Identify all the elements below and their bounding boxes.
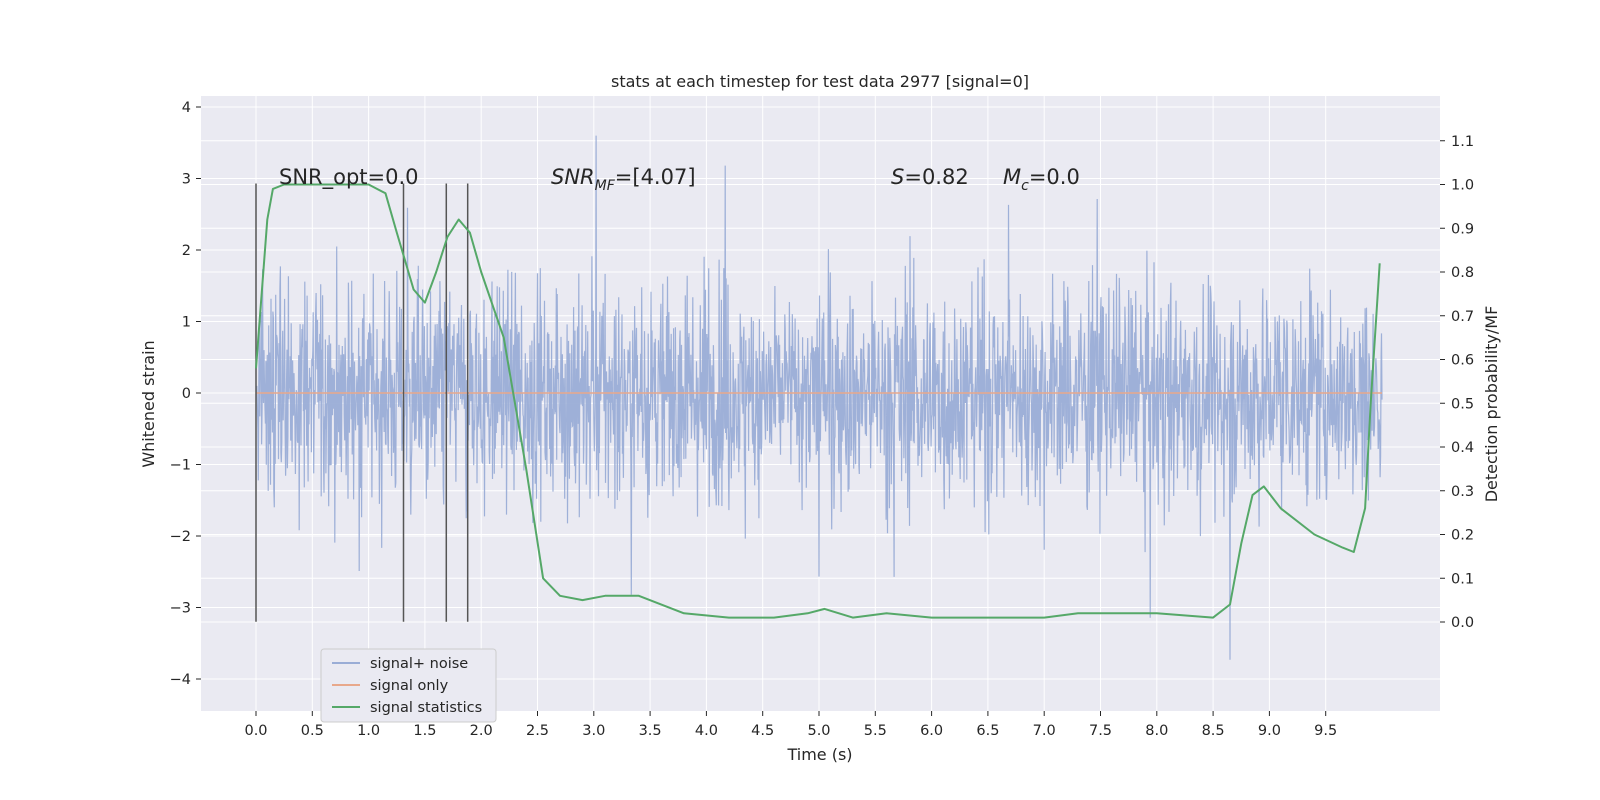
y2-tick-label: 0.1 (1451, 571, 1474, 587)
y-tick-label: 1 (182, 315, 191, 331)
annotation-mc-sub: c (1021, 178, 1029, 194)
y2-tick-label: 0.7 (1451, 309, 1474, 325)
x-tick-label: 6.5 (976, 723, 999, 739)
y2-tick-label: 0.3 (1451, 484, 1474, 500)
x-tick-label: 5.5 (864, 723, 887, 739)
signal-statistics-line (255, 183, 1381, 619)
x-tick-label: 1.5 (413, 723, 436, 739)
y2-axis-label: Detection probability/MF (1482, 306, 1501, 503)
series-signal-statistics (255, 183, 1381, 619)
annotation-snr-mf: SNRMF=[4.07] (551, 165, 696, 194)
annotation-snr-mf-sub: MF (595, 178, 616, 194)
y2-tick-label: 0.5 (1451, 396, 1474, 412)
y-tick-label: 4 (182, 100, 191, 116)
y2-tick-label: 0.2 (1451, 528, 1474, 544)
x-tick-label: 6.0 (920, 723, 943, 739)
annotation-s-value: =0.82 (904, 165, 968, 189)
x-tick-label: 0.5 (301, 723, 324, 739)
legend-label-signal-only: signal only (370, 678, 449, 694)
x-tick-label: 8.5 (1202, 723, 1225, 739)
y-tick-label: −1 (170, 458, 191, 474)
x-tick-label: 0.0 (244, 723, 267, 739)
x-axis-label: Time (s) (786, 745, 852, 764)
series-signal-noise (255, 135, 1383, 660)
x-tick-label: 4.5 (751, 723, 774, 739)
annotation-mc: Mc=0.0 (1003, 165, 1080, 194)
x-tick-label: 3.5 (639, 723, 662, 739)
x-tick-label: 3.0 (582, 723, 605, 739)
legend: signal+ noise signal only signal statist… (320, 648, 497, 723)
x-tick-label: 7.5 (1089, 723, 1112, 739)
annotation-s: S=0.82 (891, 165, 969, 189)
y-axis-label: Whitened strain (139, 340, 158, 467)
y-tick-label: −3 (170, 601, 191, 617)
x-tick-label: 9.0 (1258, 723, 1281, 739)
y-tick-label: −2 (170, 529, 191, 545)
y-tick-label: 2 (182, 243, 191, 259)
legend-box (320, 648, 497, 723)
axis-ticks: 0.0 0.5 1.0 1.5 2.0 2.5 3.0 3.5 4.0 4.5 5.0 5.5 6.0 6… (170, 100, 1474, 739)
x-tick-label: 1.0 (357, 723, 380, 739)
x-tick-label: 2.5 (526, 723, 549, 739)
x-tick-label: 9.5 (1314, 723, 1337, 739)
y2-tick-label: 0.6 (1451, 353, 1474, 369)
y2-tick-label: 0.0 (1451, 615, 1474, 631)
x-tick-label: 4.0 (695, 723, 718, 739)
annotation-mc-main: M (1003, 165, 1021, 189)
x-tick-label: 2.0 (470, 723, 493, 739)
y-tick-label: −4 (170, 672, 191, 688)
y2-tick-label: 1.1 (1451, 134, 1474, 150)
y-tick-label: 3 (182, 172, 191, 188)
annotation-snr-mf-main: SNR (551, 165, 595, 189)
annotation-s-main: S (891, 165, 904, 189)
x-tick-label: 8.0 (1145, 723, 1168, 739)
annotation-snr-mf-value: =[4.07] (615, 165, 696, 189)
legend-label-signal-statistics: signal statistics (370, 700, 482, 716)
signal-noise-line (255, 135, 1383, 660)
legend-label-signal-noise: signal+ noise (370, 656, 468, 672)
y2-tick-label: 0.4 (1451, 440, 1474, 456)
y2-tick-label: 0.8 (1451, 265, 1474, 281)
y2-tick-label: 0.9 (1451, 221, 1474, 237)
x-tick-label: 7.0 (1033, 723, 1056, 739)
vertical-markers (255, 183, 469, 622)
x-tick-label: 5.0 (807, 723, 830, 739)
y-tick-label: 0 (182, 386, 191, 402)
y2-tick-label: 1.0 (1451, 178, 1474, 194)
chart-title: stats at each timestep for test data 297… (611, 72, 1029, 91)
annotation-mc-value: =0.0 (1029, 165, 1080, 189)
annotation-snr-opt: SNR_opt=0.0 (279, 165, 419, 190)
